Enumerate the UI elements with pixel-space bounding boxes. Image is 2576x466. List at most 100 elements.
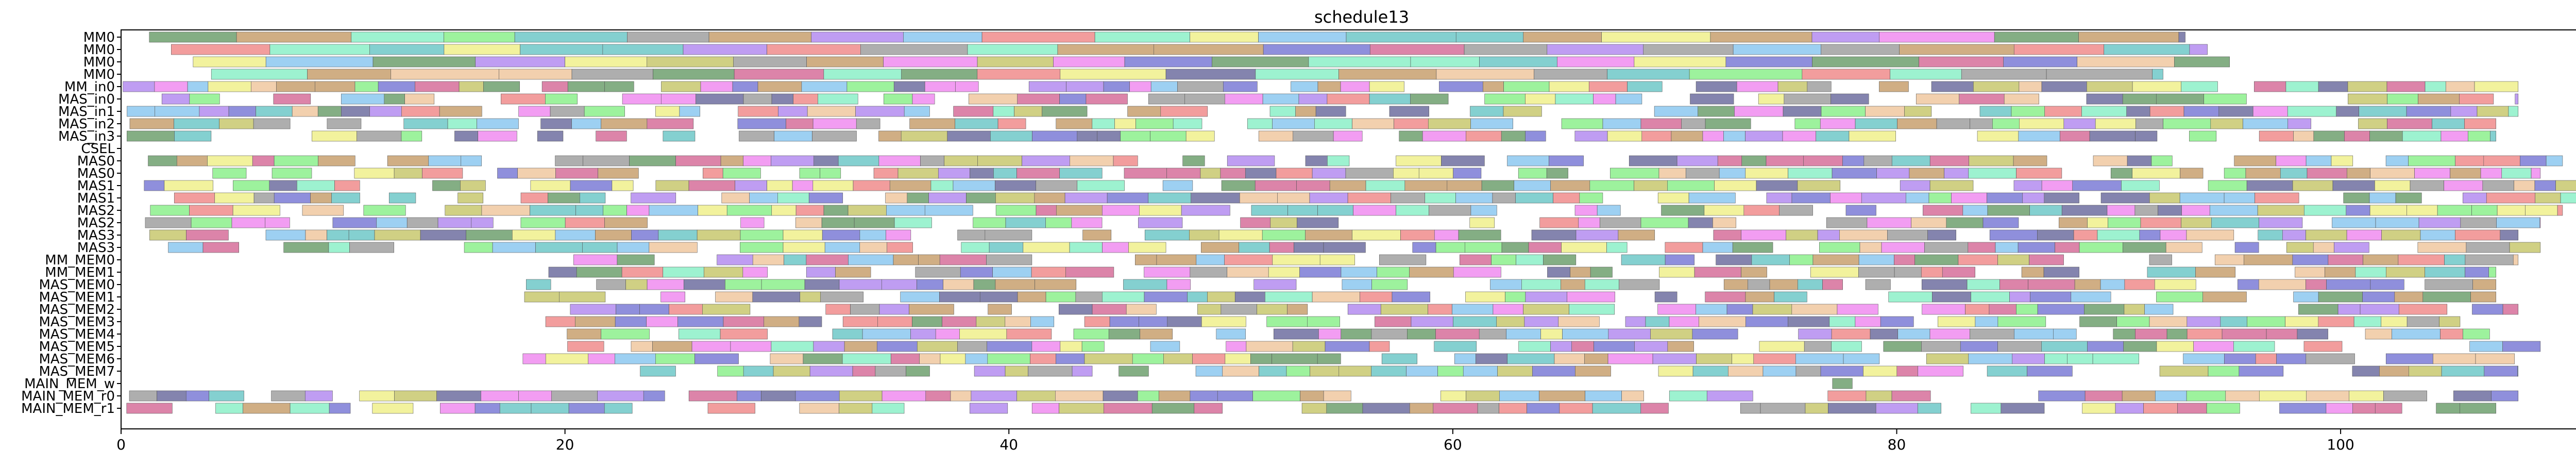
schedule-bar bbox=[1409, 267, 1454, 278]
schedule-bar bbox=[1084, 316, 1110, 327]
schedule-bar bbox=[1057, 44, 1154, 55]
schedule-bar bbox=[2531, 168, 2541, 179]
schedule-bar bbox=[730, 341, 772, 352]
schedule-bar bbox=[2255, 353, 2277, 364]
schedule-bar bbox=[2147, 267, 2196, 278]
schedule-bar bbox=[1389, 106, 1429, 117]
schedule-bar bbox=[1440, 390, 1466, 402]
schedule-bar bbox=[947, 130, 991, 142]
schedule-bar bbox=[691, 341, 731, 352]
schedule-bar bbox=[517, 168, 556, 179]
x-tick-label: 40 bbox=[999, 436, 1018, 453]
schedule-bar bbox=[526, 279, 551, 290]
schedule-bar bbox=[918, 254, 940, 265]
schedule-bar bbox=[661, 81, 701, 92]
schedule-bar bbox=[646, 316, 678, 327]
schedule-bar bbox=[621, 267, 664, 278]
schedule-bar bbox=[992, 267, 1032, 278]
schedule-bar bbox=[1897, 328, 1930, 340]
schedule-bar bbox=[518, 106, 551, 117]
schedule-bar bbox=[1422, 130, 1466, 142]
schedule-bar bbox=[1369, 81, 1404, 92]
schedule-bar bbox=[2155, 390, 2187, 402]
schedule-bar bbox=[2072, 180, 2122, 191]
schedule-bar bbox=[1643, 44, 1734, 55]
schedule-bar bbox=[742, 267, 768, 278]
schedule-bar bbox=[1618, 229, 1655, 241]
schedule-bar bbox=[1863, 155, 1892, 167]
schedule-bar bbox=[174, 118, 219, 129]
schedule-bar bbox=[2189, 44, 2208, 55]
schedule-bar bbox=[708, 31, 812, 43]
schedule-bar bbox=[327, 118, 362, 129]
schedule-bar bbox=[1435, 328, 1480, 340]
schedule-bar bbox=[961, 242, 990, 253]
schedule-bar bbox=[1287, 304, 1308, 315]
schedule-bar bbox=[332, 217, 377, 228]
schedule-bar bbox=[1640, 118, 1682, 129]
schedule-bar bbox=[2041, 341, 2088, 352]
schedule-bar bbox=[2318, 316, 2354, 327]
schedule-bar bbox=[1579, 192, 1603, 204]
schedule-bar bbox=[2081, 106, 2127, 117]
schedule-bar bbox=[1822, 279, 1843, 290]
schedule-bar bbox=[439, 106, 482, 117]
schedule-bar bbox=[1917, 403, 1941, 414]
schedule-bar bbox=[737, 390, 761, 402]
schedule-bar bbox=[2482, 180, 2514, 191]
schedule-bar bbox=[1795, 353, 1844, 364]
schedule-bar bbox=[1410, 56, 1480, 68]
schedule-bar bbox=[1045, 217, 1072, 228]
y-tick-label: MAS_in2 bbox=[58, 116, 115, 132]
schedule-bar bbox=[2496, 217, 2540, 228]
schedule-bar bbox=[1207, 291, 1235, 303]
schedule-bar bbox=[1365, 180, 1405, 191]
schedule-bar bbox=[2156, 93, 2204, 105]
schedule-bar bbox=[584, 106, 625, 117]
schedule-bar bbox=[2123, 242, 2166, 253]
schedule-bar bbox=[995, 192, 1035, 204]
schedule-bar bbox=[388, 192, 416, 204]
schedule-bar bbox=[1865, 279, 1891, 290]
schedule-bar bbox=[1259, 365, 1287, 377]
schedule-bar bbox=[1821, 44, 1900, 55]
schedule-bar bbox=[2358, 118, 2387, 129]
schedule-bar bbox=[2459, 93, 2494, 105]
schedule-bar bbox=[1831, 341, 1862, 352]
schedule-bar bbox=[126, 403, 173, 414]
schedule-bar bbox=[1220, 168, 1246, 179]
schedule-bar bbox=[1839, 229, 1888, 241]
schedule-bar bbox=[2362, 291, 2395, 303]
schedule-bar bbox=[1876, 168, 1910, 179]
schedule-bar bbox=[401, 130, 422, 142]
schedule-bar bbox=[1791, 192, 1831, 204]
schedule-bar bbox=[1239, 242, 1270, 253]
schedule-bar bbox=[2463, 192, 2487, 204]
schedule-bar bbox=[520, 192, 548, 204]
y-tick-label: MAIN_MEM_w bbox=[24, 376, 115, 392]
schedule-bar bbox=[2408, 155, 2455, 167]
schedule-bar bbox=[2204, 93, 2247, 105]
schedule-bar bbox=[2385, 353, 2433, 364]
schedule-bar bbox=[1299, 267, 1342, 278]
schedule-bar bbox=[1310, 365, 1340, 377]
schedule-bar bbox=[886, 205, 925, 216]
schedule-bar bbox=[1307, 316, 1340, 327]
schedule-bar bbox=[1272, 118, 1315, 129]
schedule-bar bbox=[1820, 118, 1856, 129]
schedule-bar bbox=[1469, 217, 1495, 228]
schedule-bar bbox=[1381, 353, 1417, 364]
schedule-bar bbox=[269, 180, 297, 191]
schedule-bar bbox=[2466, 242, 2510, 253]
schedule-bar bbox=[164, 180, 213, 191]
schedule-bar bbox=[950, 390, 972, 402]
schedule-bar bbox=[596, 130, 627, 142]
schedule-bar bbox=[1253, 279, 1297, 290]
schedule-bar bbox=[1865, 106, 1905, 117]
schedule-bar bbox=[1766, 192, 1792, 204]
schedule-bar bbox=[555, 155, 583, 167]
schedule-bar bbox=[811, 31, 904, 43]
schedule-bar bbox=[1120, 130, 1150, 142]
schedule-bar bbox=[1716, 254, 1752, 265]
schedule-bar bbox=[1968, 168, 2016, 179]
